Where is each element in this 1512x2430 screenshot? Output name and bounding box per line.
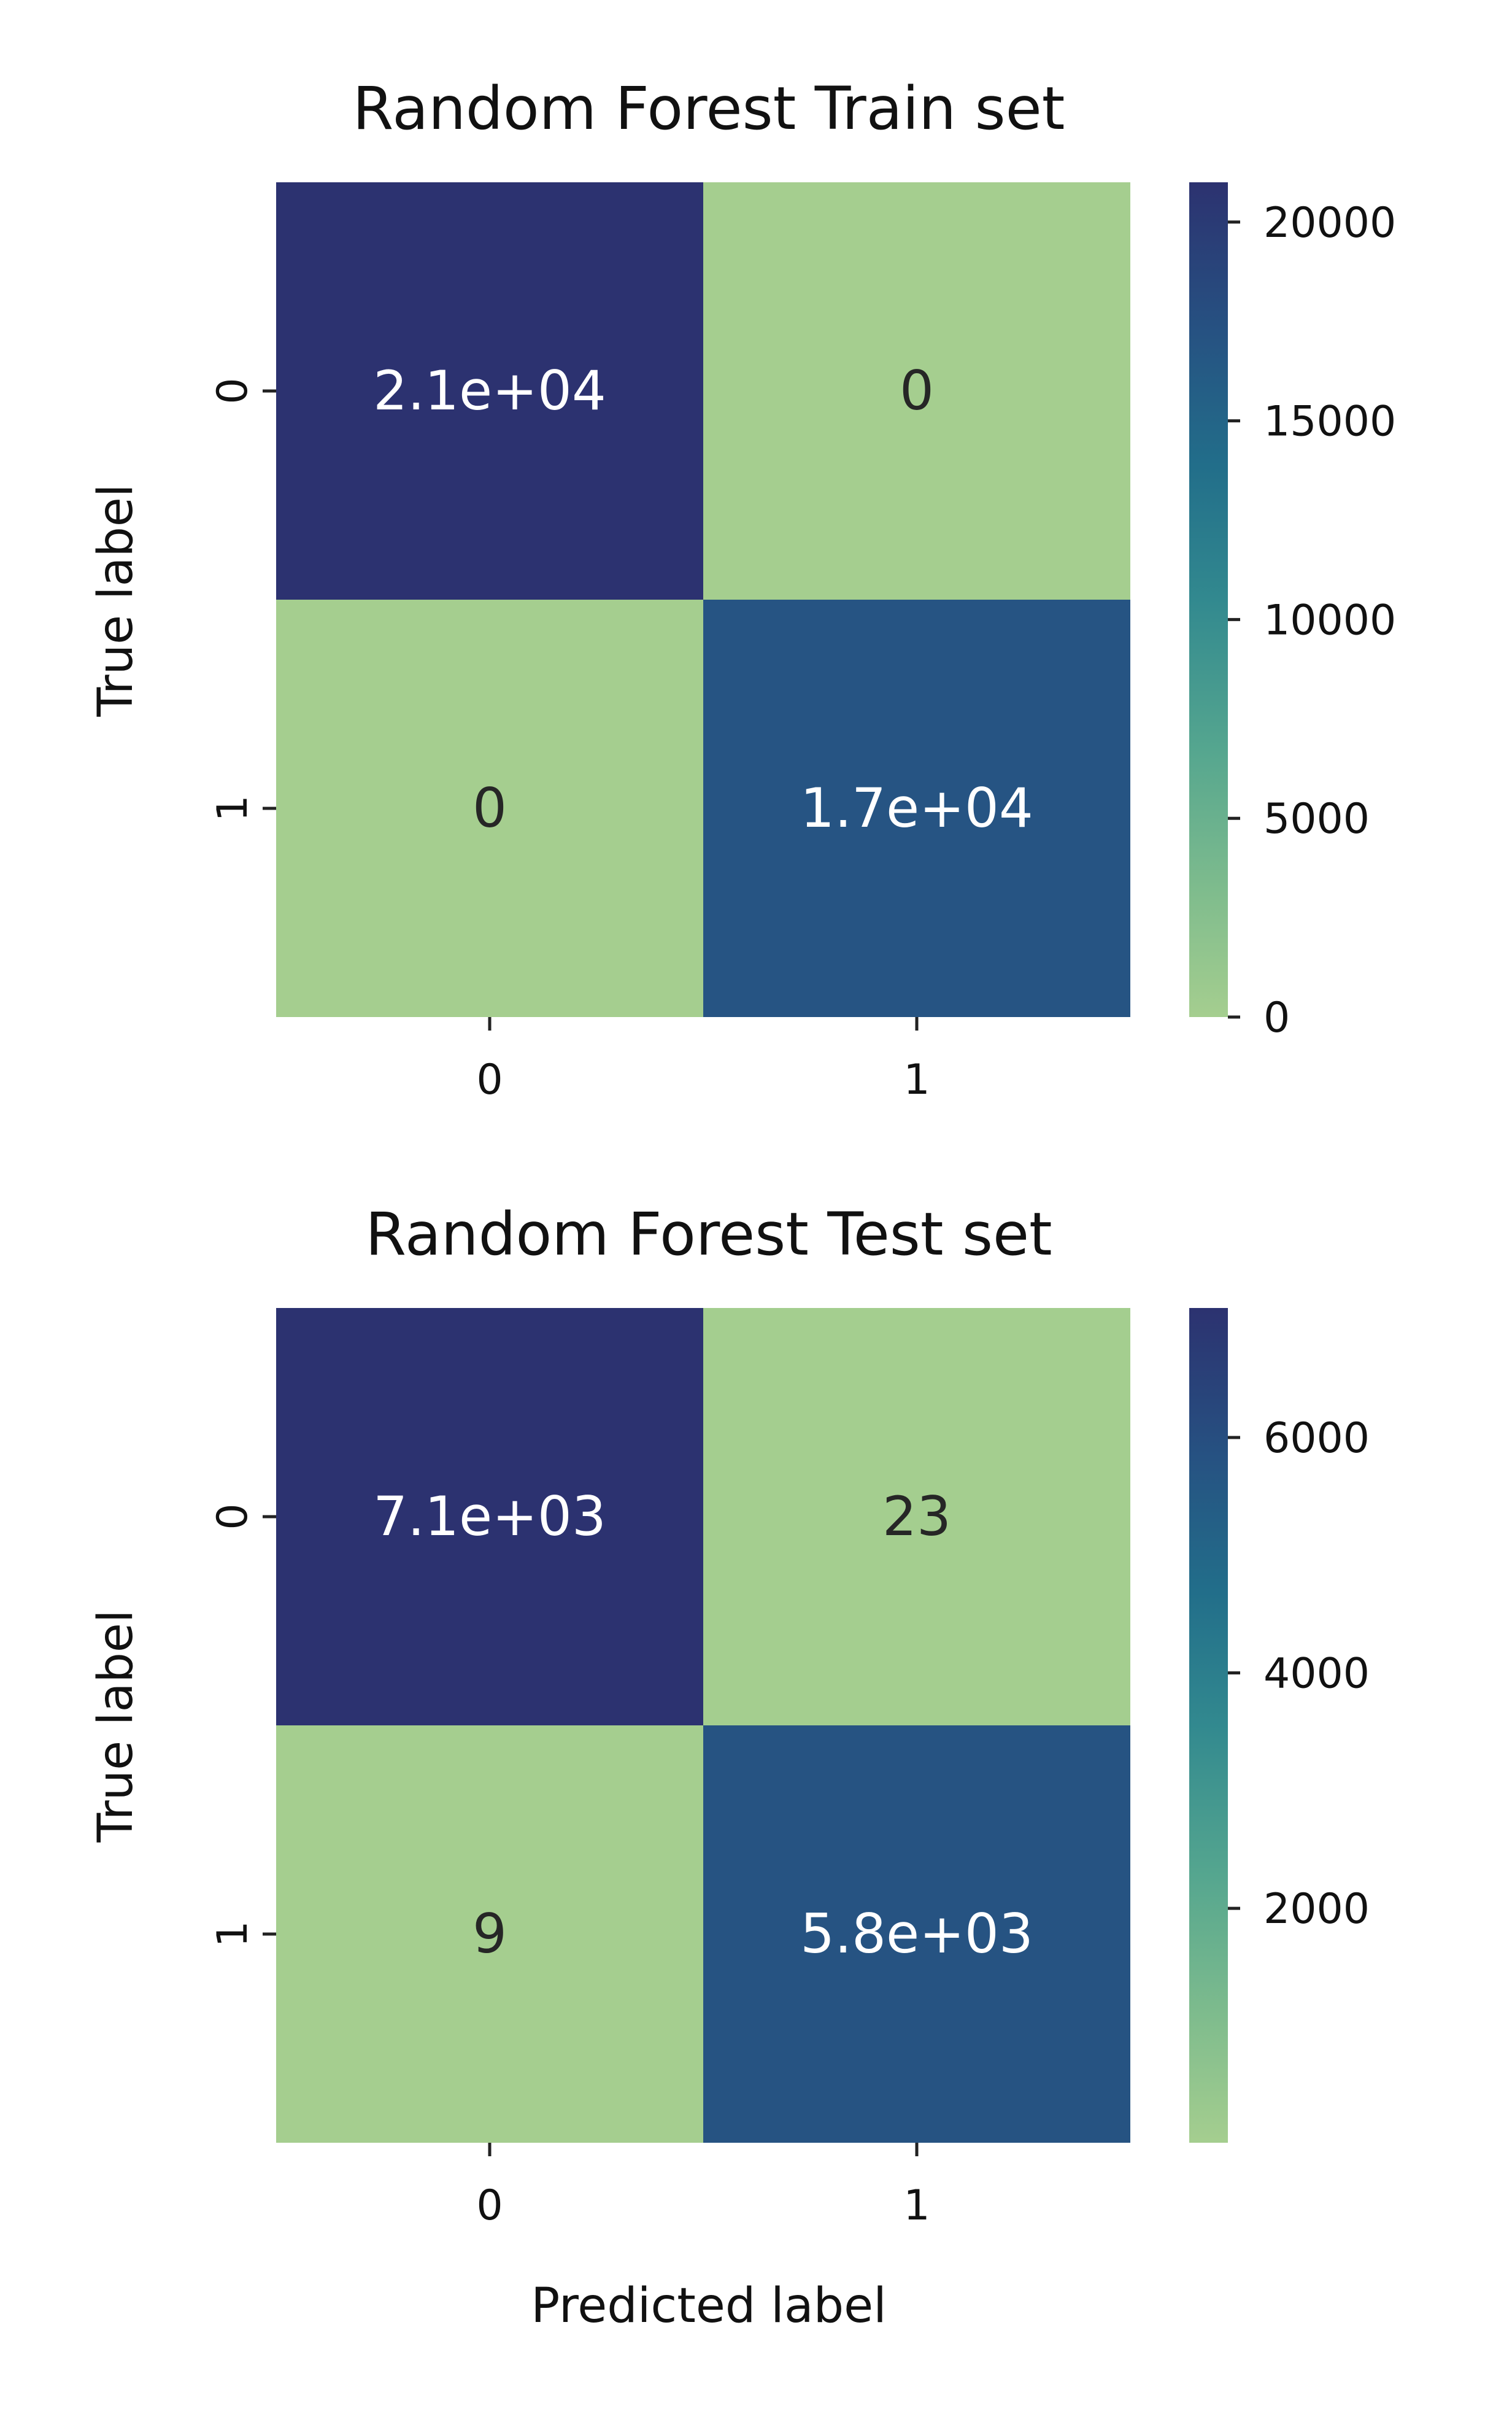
cell-annotation-1-0: 0	[472, 776, 507, 840]
y-tick-label: 0	[209, 1503, 257, 1530]
cell-annotation-0-0: 2.1e+04	[373, 359, 606, 422]
heatmap-cells	[276, 1308, 1130, 2143]
y-tick-label: 1	[209, 795, 257, 821]
heatmap-cell-1-1	[703, 600, 1130, 1017]
cell-annotation-0-1: 23	[882, 1485, 951, 1548]
cell-annotation-1-1: 5.8e+03	[800, 1902, 1033, 1965]
colorbar-tick-label: 0	[1263, 994, 1290, 1042]
y-tick-label: 1	[209, 1921, 257, 1947]
colorbar	[1189, 182, 1228, 1017]
cell-annotations: 2.1e+04 0 0 1.7e+04	[373, 359, 1033, 840]
heatmap-cell-0-1	[703, 182, 1130, 600]
colorbar-tick-label: 10000	[1263, 596, 1396, 644]
cell-annotation-1-1: 1.7e+04	[800, 776, 1033, 840]
x-tick-label: 1	[903, 2181, 930, 2230]
colorbar-tick-label: 4000	[1263, 1650, 1370, 1698]
chart-title: Random Forest Train set	[353, 74, 1065, 143]
cell-annotation-0-0: 7.1e+03	[373, 1485, 606, 1548]
chart-title: Random Forest Test set	[365, 1200, 1052, 1269]
y-axis-ticks: 01	[209, 1503, 276, 1948]
x-tick-label: 0	[476, 1056, 503, 1104]
heatmap-cells	[276, 182, 1130, 1017]
x-tick-label: 0	[476, 2181, 503, 2230]
test-confusion-matrix: Random Forest Test set 7.1e+03 23 9 5.8e+03…	[88, 1200, 1370, 2334]
heatmap-cell-1-1	[703, 1725, 1130, 2143]
y-axis-label: True label	[88, 1609, 144, 1843]
colorbar-tick-label: 15000	[1263, 398, 1396, 446]
y-axis-ticks: 01	[209, 377, 276, 822]
x-axis-label: Predicted label	[531, 2278, 887, 2334]
colorbar	[1189, 1308, 1228, 2143]
y-tick-label: 0	[209, 377, 257, 404]
heatmap-cell-0-0	[276, 182, 703, 600]
cell-annotation-1-0: 9	[472, 1902, 507, 1965]
x-tick-label: 1	[903, 1056, 930, 1104]
colorbar-ticks: 0 5000 10000 15000 20000	[1228, 199, 1396, 1042]
y-axis-label: True label	[88, 484, 144, 717]
heatmap-cell-1-0	[276, 1725, 703, 2143]
heatmap-cell-0-1	[703, 1308, 1130, 1725]
colorbar-tick-label: 5000	[1263, 795, 1370, 843]
train-confusion-matrix: Random Forest Train set 2.1e+04 0 0 1.7e+04…	[88, 74, 1396, 1104]
cell-annotations: 7.1e+03 23 9 5.8e+03	[373, 1485, 1033, 1965]
colorbar-ticks: 2000 4000 6000	[1228, 1414, 1370, 1933]
colorbar-tick-label: 20000	[1263, 199, 1396, 247]
heatmap-cell-0-0	[276, 1308, 703, 1725]
heatmap-cell-1-0	[276, 600, 703, 1017]
cell-annotation-0-1: 0	[900, 359, 934, 422]
colorbar-tick-label: 6000	[1263, 1414, 1370, 1463]
colorbar-tick-label: 2000	[1263, 1885, 1370, 1933]
